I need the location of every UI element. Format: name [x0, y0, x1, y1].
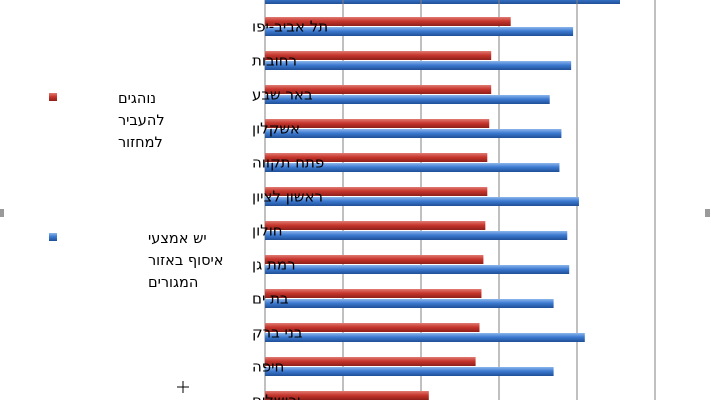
- bar-red: [265, 119, 490, 128]
- bar-blue: [265, 95, 550, 104]
- bar-red: [265, 153, 488, 162]
- bar-blue: [265, 163, 560, 172]
- legend-label-blue-line2: איסוף באזור: [148, 253, 223, 269]
- legend-label-blue-line3: המגורים: [148, 275, 198, 291]
- selection-handle-right[interactable]: [705, 209, 710, 217]
- legend-label-red-line1: נוהגים: [118, 91, 156, 107]
- bar-red: [265, 289, 482, 298]
- category-label: ראשון לציון: [252, 188, 323, 206]
- bar-blue: [265, 129, 562, 138]
- bar-red: [265, 255, 484, 264]
- move-cursor-icon: [177, 381, 189, 393]
- bar-blue: [265, 367, 554, 376]
- category-label: בני ברק: [252, 324, 303, 342]
- category-labels: תל אביב-יפו רחובות באר שבע אשקלון פתח תקווה ר…: [252, 18, 328, 400]
- selection-handle-left[interactable]: [0, 209, 4, 217]
- category-label: רחובות: [252, 52, 297, 70]
- bar-red: [265, 187, 488, 196]
- bar-blue: [265, 265, 570, 274]
- legend-item-red: נוהגים להעביר למחזור: [49, 91, 165, 151]
- category-label: באר שבע: [252, 86, 313, 104]
- legend-label-red-line3: למחזור: [118, 135, 163, 151]
- bar-blue: [265, 333, 585, 342]
- category-label: חיפה: [252, 358, 284, 376]
- category-label: רמת גן: [252, 256, 296, 274]
- category-label: פתח תקווה: [252, 154, 324, 172]
- bar-red: [265, 85, 492, 94]
- bar-red: [265, 391, 429, 400]
- legend-label-blue-line1: יש אמצעי: [148, 231, 207, 247]
- bar-red: [265, 221, 486, 230]
- clipped-top-bar: [265, 0, 620, 4]
- category-label: אשקלון: [252, 120, 300, 138]
- bar-red: [265, 323, 480, 332]
- bars: [265, 17, 585, 400]
- legend-label-red-line2: להעביר: [118, 113, 165, 129]
- category-label: ירושלים: [252, 392, 300, 400]
- bar-blue: [265, 197, 579, 206]
- bar-blue: [265, 27, 574, 36]
- bar-blue: [265, 61, 572, 70]
- category-label: בת ים: [252, 290, 289, 308]
- category-label: תל אביב-יפו: [252, 18, 328, 36]
- legend-swatch-blue: [49, 233, 57, 241]
- bar-blue: [265, 231, 568, 240]
- legend-item-blue: יש אמצעי איסוף באזור המגורים: [49, 231, 223, 291]
- bar-blue: [265, 299, 554, 308]
- bar-red: [265, 357, 476, 366]
- category-label: חולון: [252, 222, 283, 240]
- legend-swatch-red: [49, 93, 57, 101]
- bar-red: [265, 51, 492, 60]
- bar-red: [265, 17, 511, 26]
- legend: נוהגים להעביר למחזור יש אמצעי איסוף באזו…: [49, 91, 223, 291]
